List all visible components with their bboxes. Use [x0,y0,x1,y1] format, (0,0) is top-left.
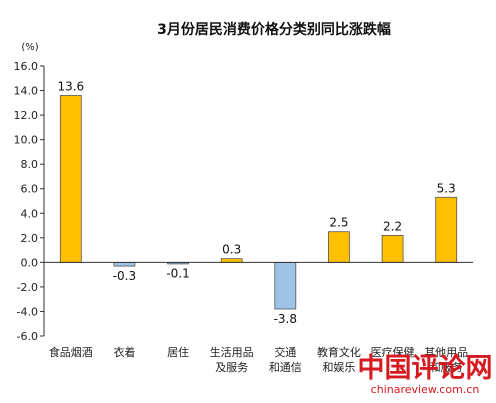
x-tick-label: 居住 [167,345,189,359]
y-tick-label: 2.0 [21,232,39,245]
y-tick-label: 0.0 [21,256,39,269]
x-tick-label: 交通 [274,345,296,359]
y-tick-label: -4.0 [17,305,38,318]
y-tick-label: 14.0 [14,85,39,98]
watermark-logo: 中国评论网 [358,353,493,384]
x-tick-label: 衣着 [113,345,135,359]
x-tick-label: 和服务 [430,361,463,374]
bar [113,261,136,267]
x-tick-label: 和娱乐 [322,360,355,374]
y-tick-label: 16.0 [14,60,39,73]
y-tick-label: 4.0 [21,207,39,220]
x-tick-label: 生活用品 [210,345,254,359]
bar [435,196,458,263]
y-tick-label: 10.0 [14,134,39,147]
y-tick-label: -2.0 [17,281,38,294]
data-label: 0.3 [222,243,241,257]
data-label: 2.5 [329,216,348,230]
x-tick-label: 和通信 [269,361,302,374]
watermark-url: chinareview.com.cn [371,383,480,396]
bar [220,258,243,263]
x-tick-label: 及服务 [215,361,248,374]
bar [59,95,82,263]
y-tick-label: -6.0 [17,330,38,343]
y-axis: -6.0 -4.0 -2.0 0.0 2.0 4.0 6.0 8.0 10.0 12.0 14.0 1… [14,60,45,343]
data-label: 2.2 [383,219,402,233]
y-axis-unit: (%) [21,42,38,53]
watermark: 中国评论网 chinareview.com.cn [358,353,493,396]
data-label: 5.3 [437,181,456,195]
x-tick-label: 医疗保健 [371,345,415,359]
bar [381,234,404,263]
x-tick-label: 教育文化 [317,345,361,359]
x-tick-label: 食品烟酒 [49,345,93,359]
y-tick-label: 12.0 [14,109,39,122]
y-tick-label: 8.0 [21,158,39,171]
bars: 13.6 -0.3 -0.1 0.3 -3.8 2.5 2.2 5.3 [57,80,458,326]
x-tick-label: 其他用品 [424,346,468,359]
y-tick-label: 6.0 [21,183,39,196]
data-label: 13.6 [57,80,84,94]
chart-title: 3月份居民消费价格分类别同比涨跌幅 [157,21,391,38]
data-label: -3.8 [274,312,297,326]
data-label: -0.3 [113,269,136,283]
bar [274,261,297,310]
bar [327,231,350,263]
data-label: -0.1 [166,267,189,281]
